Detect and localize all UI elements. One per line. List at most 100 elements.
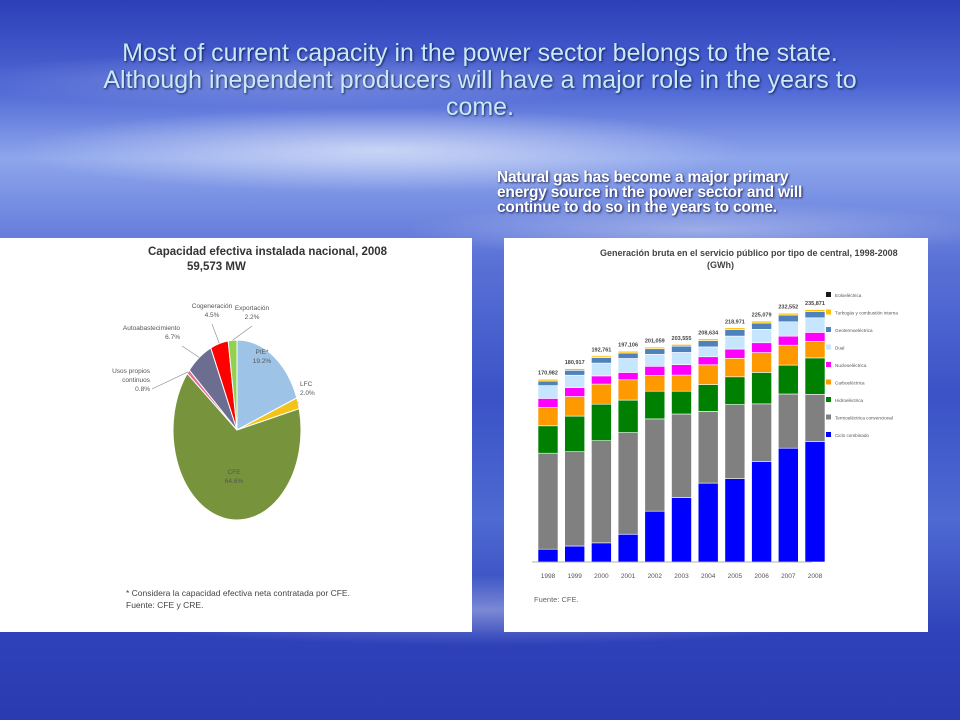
- bar-segment-ciclo-combinado-2002: [644, 510, 666, 563]
- bar-x-tick-2003: 2003: [674, 573, 689, 580]
- legend-swatch-dual: [826, 344, 831, 350]
- bar-segment-dual-2002: [644, 354, 666, 367]
- bar-segment-ciclo-combinado-2004: [697, 482, 719, 563]
- legend-label-hidroelectrica: Hidroeléctrica: [835, 398, 864, 403]
- pie-leader-usos-propios-continuos: [151, 371, 189, 390]
- legend-swatch-eoloelectrica: [826, 292, 831, 297]
- bar-total-2007: 232,552: [778, 305, 798, 311]
- bar-chart-title: Generación bruta en el servicio público …: [600, 248, 898, 258]
- bar-segment-nucleoelectrica-2005: [724, 348, 746, 359]
- legend-label-geotermoelectrica: Geotermoeléctrica: [835, 328, 873, 333]
- bar-segment-nucleoelectrica-2008: [804, 332, 826, 342]
- bar-total-1998: 170,982: [538, 371, 558, 377]
- bar-segment-turbogas-y-combustion-interna-2006: [751, 320, 772, 324]
- pie-chart-subtitle: 59,573 MW: [187, 261, 246, 273]
- bar-segment-turbogas-y-combustion-interna-2004: [697, 338, 719, 341]
- slide-title: Most of current capacity in the power se…: [40, 40, 920, 121]
- pie-source: Fuente: CFE y CRE.: [126, 600, 203, 610]
- bar-segment-hidroelectrica-2002: [644, 390, 666, 420]
- bar-segment-hidroelectrica-1998: [537, 425, 559, 454]
- bar-segment-termoelectrica-convencional-2005: [724, 404, 746, 480]
- bar-segment-eoloelectrica-2002: [644, 346, 666, 348]
- bar-segment-geotermoelectrica-2001: [617, 352, 639, 359]
- bar-segment-termoelectrica-convencional-2001: [617, 432, 639, 535]
- bar-segment-geotermoelectrica-2005: [724, 329, 746, 337]
- pie-value-pie: 19.2%: [253, 358, 272, 365]
- bar-segment-eoloelectrica-2008: [804, 308, 826, 310]
- pie-chart-title: Capacidad efectiva instalada nacional, 2…: [148, 246, 388, 258]
- bar-segment-hidroelectrica-2008: [804, 357, 826, 395]
- pie-label-lfc: LFC: [300, 381, 313, 388]
- bar-segment-ciclo-combinado-2000: [591, 542, 612, 563]
- bar-segment-ciclo-combinado-1999: [564, 545, 586, 563]
- bar-segment-hidroelectrica-2006: [751, 372, 772, 405]
- bar-x-tick-2005: 2005: [728, 573, 743, 580]
- pie-label-exportacion: Exportación: [235, 305, 270, 312]
- pie-value-cfe: 64.6%: [225, 478, 244, 485]
- bar-stacks: [537, 308, 826, 563]
- bar-segment-termoelectrica-convencional-2004: [697, 411, 719, 484]
- bar-source: Fuente: CFE.: [534, 595, 579, 604]
- bar-segment-nucleoelectrica-2000: [591, 375, 612, 385]
- bar-segment-carboelectrica-2000: [591, 383, 612, 405]
- bar-segment-eoloelectrica-2007: [777, 312, 799, 314]
- pie-label-cogeneracion: Cogeneración: [192, 303, 233, 310]
- bar-segment-ciclo-combinado-2008: [804, 441, 826, 563]
- bar-segment-carboelectrica-1999: [564, 396, 586, 417]
- bar-segment-ciclo-combinado-2006: [751, 461, 772, 563]
- title-line-3: come.: [445, 93, 515, 121]
- pie-slices: [172, 339, 302, 521]
- bar-segment-dual-2003: [671, 352, 692, 365]
- bar-total-2001: 197,106: [618, 343, 638, 349]
- bar-segment-carboelectrica-1998: [537, 407, 559, 427]
- bar-segment-hidroelectrica-2005: [724, 376, 746, 405]
- pie-leader-autoabastecimiento: [181, 345, 200, 358]
- bar-segment-nucleoelectrica-2001: [617, 372, 639, 381]
- bar-segment-geotermoelectrica-2000: [591, 357, 612, 364]
- bar-x-tick-1998: 1998: [541, 573, 556, 580]
- bar-segment-carboelectrica-2003: [671, 374, 692, 392]
- bar-x-tick-2008: 2008: [808, 573, 823, 580]
- bar-segment-dual-2004: [697, 346, 719, 358]
- bar-x-tick-2007: 2007: [781, 573, 796, 580]
- bar-chart-unit: (GWh): [707, 260, 734, 270]
- bar-segment-hidroelectrica-1999: [564, 415, 586, 453]
- legend-swatch-nucleoelectrica: [826, 362, 831, 367]
- bar-segment-nucleoelectrica-1999: [564, 387, 586, 397]
- bar-total-2005: 218,971: [725, 319, 745, 325]
- title-line-2: Although inependent producers will have …: [103, 66, 857, 94]
- pie-label-usos-propios-continuos-line-2: continuos: [122, 377, 151, 384]
- pie-footnote: * Considera la capacidad efectiva neta c…: [126, 588, 350, 598]
- bar-x-tick-2000: 2000: [594, 573, 609, 580]
- legend-label-dual: Dual: [835, 345, 844, 350]
- legend-swatch-termoelectrica-convencional: [826, 414, 831, 420]
- bar-segment-termoelectrica-convencional-2003: [671, 413, 692, 498]
- bar-segment-geotermoelectrica-2003: [671, 345, 692, 353]
- bar-segment-geotermoelectrica-1998: [537, 380, 559, 386]
- subtitle-line-2: energy source in the power sector and wi…: [497, 184, 803, 201]
- legend-swatch-carboelectrica: [826, 379, 831, 385]
- pie-value-exportacion: 2.2%: [245, 314, 260, 321]
- pie-slice-exportacion: [227, 339, 238, 431]
- stacked-bar-chart: Generación bruta en el servicio público …: [532, 248, 898, 604]
- bar-total-2004: 208,634: [698, 330, 719, 336]
- bar-segment-hidroelectrica-2007: [777, 364, 799, 395]
- pie-label-cfe: CFE: [228, 469, 242, 476]
- bar-segment-carboelectrica-2008: [804, 341, 826, 359]
- pie-value-autoabastecimiento: 6.7%: [165, 334, 180, 341]
- bar-segment-eoloelectrica-1998: [537, 378, 559, 380]
- bar-segment-termoelectrica-convencional-1999: [564, 451, 586, 547]
- bar-segment-carboelectrica-2004: [697, 364, 719, 385]
- pie-slice-cfe: [172, 372, 302, 521]
- bar-segment-carboelectrica-2006: [751, 352, 772, 373]
- bar-segment-geotermoelectrica-1999: [564, 370, 586, 376]
- bar-x-tick-2002: 2002: [648, 573, 663, 580]
- bar-segment-dual-1998: [537, 385, 559, 399]
- bar-segment-dual-2007: [777, 321, 799, 337]
- bar-segment-nucleoelectrica-2003: [671, 364, 692, 376]
- legend-label-nucleoelectrica: Nucleoeléctrica: [835, 363, 867, 368]
- pie-leader-cogeneracion: [211, 323, 220, 344]
- pie-labels: PIE* 19.2% LFC 2.0% CFE 64.6% Usos propios cont…: [112, 303, 315, 485]
- bar-total-1999: 180,917: [565, 360, 585, 366]
- bar-segment-hidroelectrica-2004: [697, 384, 719, 412]
